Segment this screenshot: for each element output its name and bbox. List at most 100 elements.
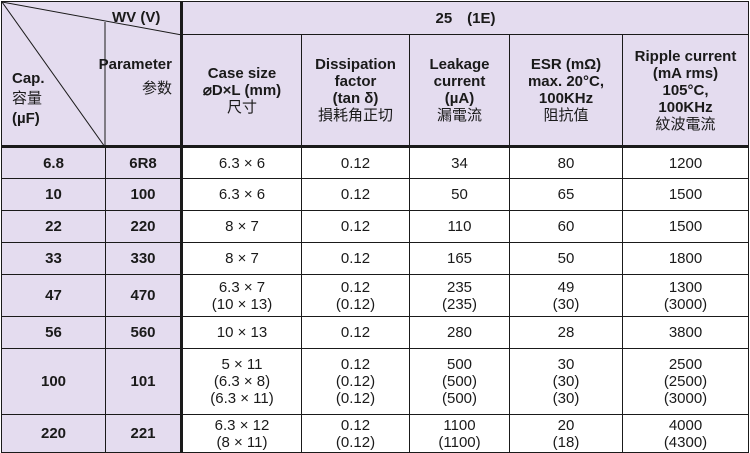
table-row: 220 221 6.3 × 12 (8 × 11) 0.12 (0.12) 1100 (110… xyxy=(1,414,749,453)
capacitance-cell: 100 xyxy=(1,348,106,415)
value-cell-leak: 280 xyxy=(409,316,510,349)
value-line: (30) xyxy=(552,373,580,390)
value-line: 20 xyxy=(557,416,575,434)
column-header-line: Ripple current xyxy=(634,47,737,65)
column-header-cn: 損耗角正切 xyxy=(317,107,393,124)
column-header-line: ESR (mΩ) xyxy=(530,56,602,73)
column-header-line: factor xyxy=(334,73,377,90)
table-row: 6.8 6R8 6.3 × 6 0.12 34 80 1200 xyxy=(1,146,749,179)
value-cell-df: 0.12 xyxy=(301,178,410,211)
value-cell-ripple: 1800 xyxy=(622,242,749,275)
column-header-line: Case size xyxy=(207,64,277,82)
value-cell-esr: 30 (30) (30) xyxy=(509,348,623,415)
value-line: 6.3 × 6 xyxy=(218,186,266,203)
value-cell-df: 0.12 (0.12) (0.12) xyxy=(301,348,410,415)
corner-diagonal-lines xyxy=(2,2,182,147)
code-cell: 560 xyxy=(105,316,183,349)
column-header-line: current xyxy=(433,73,486,90)
table-row: 10 100 6.3 × 6 0.12 50 65 1500 xyxy=(1,178,749,211)
value-cell-case: 6.3 × 7 (10 × 13) xyxy=(181,274,302,317)
value-line: (6.3 × 8) xyxy=(213,373,271,390)
value-cell-ripple: 1500 xyxy=(622,178,749,211)
column-header-line: 100KHz xyxy=(658,98,713,116)
column-header-ripple-current: Ripple current (mA rms) 105°C, 100KHz 紋波電流 xyxy=(622,34,749,148)
column-header-line: (mA rms) xyxy=(652,64,719,82)
value-line: 0.12 xyxy=(340,154,371,172)
column-header-line: 105°C, xyxy=(662,81,709,99)
value-line: 1500 xyxy=(668,218,703,235)
capacitance-cell: 220 xyxy=(1,414,106,453)
column-header-line: (µA) xyxy=(444,90,475,107)
value-line: 34 xyxy=(451,154,468,172)
table-row: 47 470 6.3 × 7 (10 × 13) 0.12 (0.12) 235 (235) 4… xyxy=(1,274,749,317)
value-line: (0.12) xyxy=(335,295,376,313)
value-cell-case: 6.3 × 6 xyxy=(181,178,302,211)
value-cell-leak: 50 xyxy=(409,178,510,211)
value-line: (8 × 11) xyxy=(216,433,268,451)
value-line: (1100) xyxy=(438,433,481,451)
value-line: (30) xyxy=(552,390,580,407)
value-line: 1300 xyxy=(668,278,703,296)
parameter-label-cn: 参数 xyxy=(141,80,172,97)
column-header-line: (tan δ) xyxy=(332,90,379,107)
value-line: 0.12 xyxy=(340,250,371,267)
value-cell-df: 0.12 xyxy=(301,210,410,243)
column-header-line: max. 20°C, xyxy=(527,73,605,90)
capacitance-cell: 10 xyxy=(1,178,106,211)
value-cell-case: 6.3 × 6 xyxy=(181,146,302,179)
value-line: 1500 xyxy=(668,186,703,203)
value-cell-ripple: 2500 (2500) (3000) xyxy=(622,348,749,415)
value-cell-ripple: 1300 (3000) xyxy=(622,274,749,317)
value-line: (10 × 13) xyxy=(211,295,273,313)
value-cell-case: 5 × 11 (6.3 × 8) (6.3 × 11) xyxy=(181,348,302,415)
value-line: 110 xyxy=(447,218,472,235)
value-line: (0.12) xyxy=(335,373,376,390)
capacitance-cell: 22 xyxy=(1,210,106,243)
value-cell-case: 6.3 × 12 (8 × 11) xyxy=(181,414,302,453)
value-line: 8 × 7 xyxy=(225,218,259,235)
capacitance-cell: 47 xyxy=(1,274,106,317)
column-header-leakage-current: Leakage current (µA) 漏電流 xyxy=(409,34,510,148)
value-cell-case: 8 × 7 xyxy=(181,242,302,275)
value-cell-df: 0.12 xyxy=(301,242,410,275)
value-cell-leak: 165 xyxy=(409,242,510,275)
value-line: (6.3 × 11) xyxy=(210,390,274,407)
value-cell-esr: 28 xyxy=(509,316,623,349)
value-cell-esr: 60 xyxy=(509,210,623,243)
value-cell-ripple: 1200 xyxy=(622,146,749,179)
code-cell: 221 xyxy=(105,414,183,453)
value-line: 6.3 × 6 xyxy=(218,154,266,172)
value-line: (18) xyxy=(552,433,580,451)
value-line: 50 xyxy=(451,186,468,203)
value-cell-df: 0.12 xyxy=(301,316,410,349)
value-line: 49 xyxy=(557,278,575,296)
corner-header-cell: WV (V) Parameter 参数 Cap. 容量 (µF) xyxy=(1,1,183,148)
cap-label-cn: 容量 xyxy=(12,90,43,107)
parameter-label: Parameter 参数 xyxy=(99,55,172,99)
value-line: 28 xyxy=(557,324,575,341)
value-line: 8 × 7 xyxy=(225,250,259,267)
wv-label: WV (V) xyxy=(112,9,161,26)
value-line: 6.3 × 7 xyxy=(218,278,266,296)
value-line: (3000) xyxy=(663,390,708,407)
value-cell-leak: 500 (500) (500) xyxy=(409,348,510,415)
column-header-line: Dissipation xyxy=(315,56,396,73)
table-row: 56 560 10 × 13 0.12 280 28 3800 xyxy=(1,316,749,349)
code-cell: 220 xyxy=(105,210,183,243)
column-header-line: ⌀D×L (mm) xyxy=(202,81,282,99)
voltage-header: 25 (1E) xyxy=(181,1,749,35)
parameter-label-en: Parameter xyxy=(98,56,172,73)
table-row: 100 101 5 × 11 (6.3 × 8) (6.3 × 11) 0.12 (0.12… xyxy=(1,348,749,415)
value-line: 2500 xyxy=(668,356,703,373)
cap-label-unit: (µF) xyxy=(12,110,40,127)
value-cell-df: 0.12 (0.12) xyxy=(301,414,410,453)
code-cell: 6R8 xyxy=(105,146,183,179)
value-line: 0.12 xyxy=(340,324,371,341)
value-line: (30) xyxy=(552,295,580,313)
value-cell-ripple: 3800 xyxy=(622,316,749,349)
value-line: 165 xyxy=(446,250,473,267)
code-cell: 101 xyxy=(105,348,183,415)
value-cell-df: 0.12 (0.12) xyxy=(301,274,410,317)
